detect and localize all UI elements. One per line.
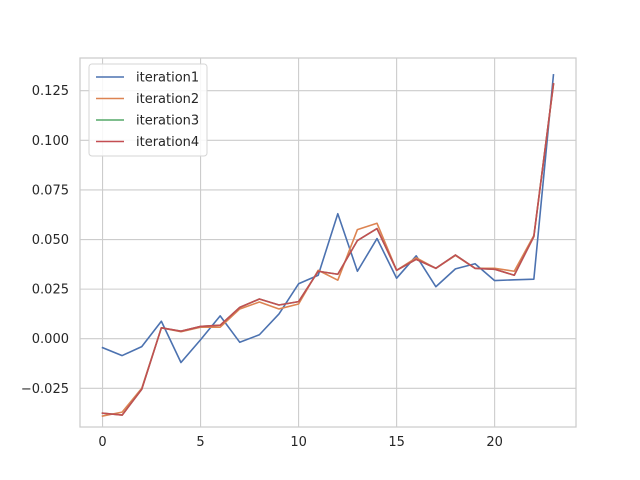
legend-label: iteration3 (136, 114, 199, 129)
y-tick-label: 0.000 (32, 332, 69, 347)
legend-box (88, 63, 208, 157)
y-tick-label: 0.125 (32, 84, 69, 99)
legend-label: iteration4 (136, 135, 199, 150)
x-tick-label: 20 (486, 435, 503, 450)
x-tick-label: 15 (388, 435, 405, 450)
series-line-iteration4 (101, 82, 555, 416)
x-tick-label: 0 (98, 435, 106, 450)
y-tick-label: 0.050 (32, 233, 69, 248)
x-tick-label: 5 (196, 435, 204, 450)
y-tick-labels: −0.025 0.000 0.025 0.050 0.075 0.100 0.125 (21, 84, 69, 397)
axes-frame (79, 57, 577, 428)
grid (80, 58, 576, 427)
y-tick-label: 0.075 (32, 183, 69, 198)
legend-label: iteration2 (136, 92, 199, 107)
legend: iteration1 iteration2 iteration3 iteration4 (88, 63, 208, 157)
series-line-iteration1 (101, 73, 555, 364)
y-tick-label: 0.100 (32, 134, 69, 149)
y-tick-label: −0.025 (21, 382, 69, 397)
series-lines (101, 73, 555, 418)
x-tick-label: 10 (290, 435, 307, 450)
x-tick-labels: 0 5 10 15 20 (98, 435, 503, 450)
y-tick-label: 0.025 (32, 283, 69, 298)
legend-label: iteration1 (136, 71, 199, 86)
